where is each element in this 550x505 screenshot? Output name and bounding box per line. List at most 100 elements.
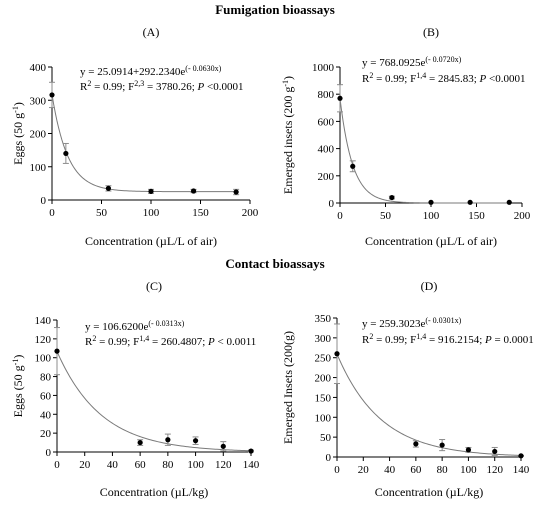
x-axis-label: Concentration (µL/kg)	[100, 485, 209, 499]
data-point	[334, 351, 340, 357]
y-tick-label: 120	[35, 334, 52, 346]
y-tick-label: 300	[30, 95, 47, 107]
panel-label: (B)	[423, 25, 439, 39]
y-axis-label: Emerged Insets (200(g)	[281, 331, 295, 444]
x-tick-label: 100	[143, 207, 160, 219]
data-point	[192, 438, 199, 444]
chart-panel: (C) 0 20 40 60 80 100 120 140 0 20 40 60 80 100 120 140 C…	[11, 279, 260, 499]
chart-panel: (A) 0 100 200 300 400 0 50 100 150 200 Concentratio…	[11, 25, 259, 248]
stats-label: R2 = 0.99; F1,4 = 260.4807; P < 0.0011	[85, 334, 256, 349]
y-tick-label: 1000	[312, 62, 335, 74]
y-tick-label: 80	[40, 372, 52, 384]
data-point	[518, 453, 524, 459]
fit-curve	[336, 353, 522, 456]
x-axis-label: Concentration (µL/L of air)	[85, 234, 217, 248]
y-tick-label: 400	[30, 62, 47, 74]
x-tick-label: 20	[358, 464, 370, 476]
chart-panel: (D) 0 50 100 150 200 250 300 350 0 20 40 60 80 100 120 1…	[281, 279, 534, 499]
x-axis-label: Concentration (µL/L of air)	[365, 234, 497, 248]
y-tick-label: 250	[315, 353, 332, 365]
x-tick-label: 50	[96, 207, 108, 219]
data-point	[467, 199, 473, 205]
data-point	[63, 150, 69, 157]
x-tick-label: 0	[49, 207, 55, 219]
x-tick-label: 140	[243, 459, 260, 471]
x-tick-label: 20	[79, 459, 91, 471]
y-tick-label: 350	[315, 313, 332, 325]
x-tick-label: 60	[135, 459, 147, 471]
data-point	[389, 194, 395, 201]
x-tick-label: 80	[162, 459, 174, 471]
y-tick-label: 0	[326, 452, 332, 464]
data-point	[54, 348, 60, 354]
x-tick-label: 100	[423, 210, 440, 222]
section-title-fumigation: Fumigation bioassays	[215, 2, 335, 17]
y-tick-label: 140	[35, 315, 52, 327]
fit-curve	[51, 94, 236, 193]
y-axis-label: Emerged insets (200 g-1)	[281, 76, 296, 194]
equation-label: y = 768.0925e(- 0.0720x)	[362, 55, 462, 70]
x-tick-label: 150	[192, 207, 209, 219]
x-tick-label: 200	[514, 210, 531, 222]
x-tick-label: 120	[215, 459, 232, 471]
data-point	[428, 199, 434, 205]
y-tick-label: 0	[46, 447, 52, 459]
y-tick-label: 100	[30, 162, 47, 174]
data-point	[220, 443, 226, 449]
y-tick-label: 20	[40, 428, 52, 440]
x-tick-label: 140	[513, 464, 530, 476]
y-tick-label: 50	[320, 432, 332, 444]
y-tick-label: 200	[30, 129, 47, 141]
y-tick-label: 100	[315, 412, 332, 424]
x-tick-label: 0	[334, 464, 340, 476]
data-point	[248, 448, 254, 454]
stats-label: R2 = 0.99; F2,3 = 3780.26; P <0.0001	[80, 79, 243, 94]
data-point	[337, 95, 343, 101]
y-tick-label: 40	[40, 409, 52, 421]
stats-label: R2 = 0.99; F1,4 = 2845.83; P <0.0001	[362, 71, 525, 86]
data-point	[105, 185, 112, 191]
equation-label: y = 259.3023e(- 0.0301x)	[362, 316, 462, 331]
y-tick-label: 800	[318, 89, 335, 101]
x-tick-label: 60	[410, 464, 422, 476]
x-tick-label: 120	[486, 464, 503, 476]
data-point	[148, 188, 154, 194]
data-point	[49, 92, 55, 98]
section-title-contact: Contact bioassays	[225, 256, 325, 271]
x-axis-label: Concentration (µL/kg)	[375, 485, 484, 499]
data-point	[233, 189, 239, 195]
y-tick-label: 400	[318, 144, 335, 156]
x-tick-label: 100	[187, 459, 204, 471]
fit-curve	[56, 351, 252, 452]
x-tick-label: 0	[54, 459, 60, 471]
panel-label: (C)	[146, 279, 162, 293]
x-tick-label: 50	[380, 210, 392, 222]
y-tick-label: 100	[35, 353, 52, 365]
y-tick-label: 150	[315, 392, 332, 404]
data-point	[492, 448, 498, 455]
data-point	[165, 437, 171, 443]
data-point	[190, 188, 197, 194]
data-point	[413, 441, 419, 447]
y-tick-label: 300	[315, 333, 332, 345]
stats-label: R2 = 0.99; F1,4 = 916.2154; P = 0.0001	[362, 332, 534, 347]
x-tick-label: 200	[242, 207, 259, 219]
data-point	[350, 163, 356, 169]
fit-curve	[339, 98, 509, 204]
y-axis-label: Eggs (50 g-1)	[11, 355, 26, 418]
x-tick-label: 0	[337, 210, 343, 222]
x-tick-label: 40	[107, 459, 119, 471]
y-tick-label: 0	[41, 195, 47, 207]
data-point	[439, 442, 445, 448]
y-tick-label: 200	[318, 171, 335, 183]
y-tick-label: 200	[315, 373, 332, 385]
y-tick-label: 60	[40, 390, 52, 402]
panel-label: (A)	[143, 25, 160, 39]
x-tick-label: 80	[437, 464, 449, 476]
data-point	[465, 447, 472, 453]
x-tick-label: 40	[384, 464, 396, 476]
panel-label: (D)	[421, 279, 438, 293]
x-tick-label: 150	[468, 210, 485, 222]
y-tick-label: 0	[329, 198, 335, 210]
